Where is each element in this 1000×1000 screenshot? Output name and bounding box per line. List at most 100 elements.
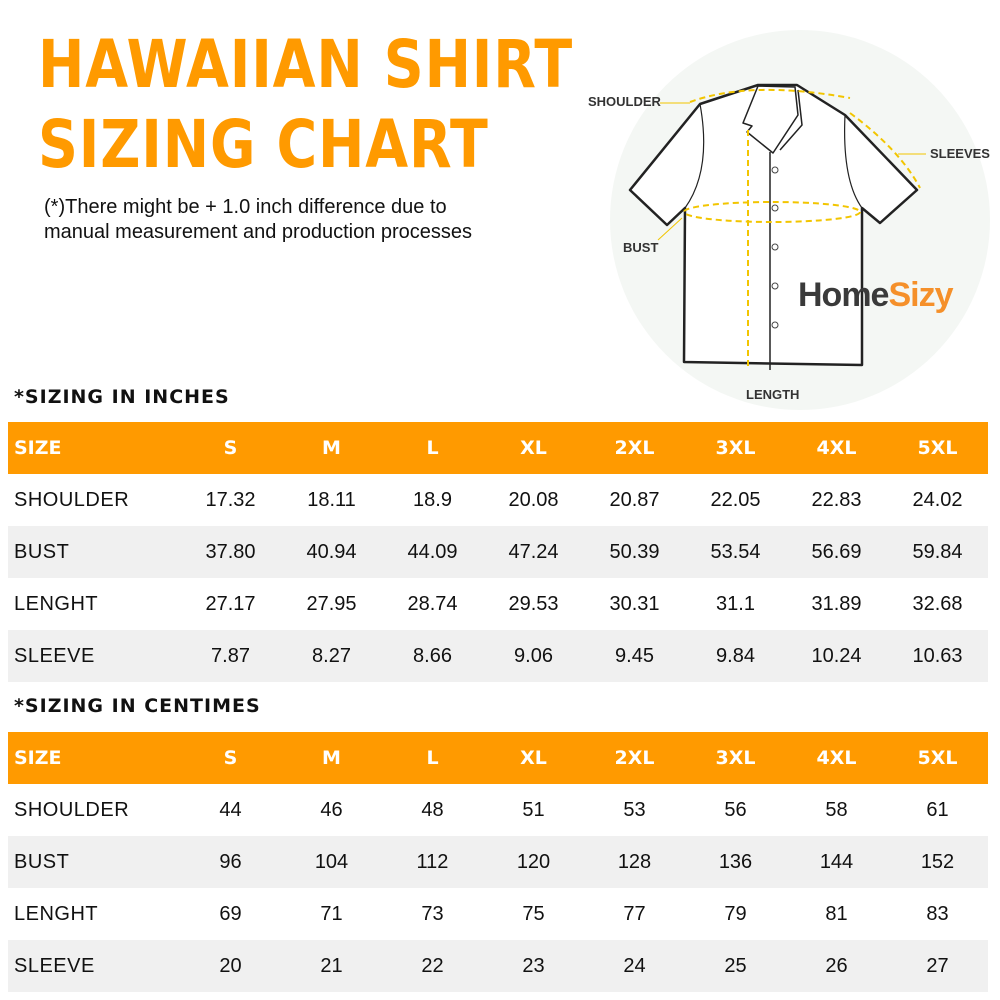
value-cell: 23 [483,940,584,992]
header-cell: L [382,732,483,784]
value-cell: 112 [382,836,483,888]
value-cell: 40.94 [281,526,382,578]
table-row: LENGHT 27.17 27.95 28.74 29.53 30.31 31.1 31.89… [8,578,988,630]
header-cell: 4XL [786,422,887,474]
value-cell: 51 [522,798,545,821]
value-cell: 22 [382,940,483,992]
header-cell: 2XL [584,422,685,474]
value-cell: 18.9 [413,488,452,511]
value-cell: 71 [320,902,343,925]
value-cell: 61 [926,798,949,821]
value-cell: 136 [685,836,786,888]
header-cell: 4XL [786,732,887,784]
value-cell: 27 [887,940,988,992]
value-cell: 58 [825,798,848,821]
value-cell: 73 [421,902,444,925]
value-cell: 18.11 [307,488,356,511]
value-cell: 31.89 [811,592,862,615]
value-cell: 20 [180,940,281,992]
value-cell: 56 [724,798,747,821]
value-cell: 81 [825,902,848,925]
note-line-1: (*)There might be + 1.0 inch difference … [44,196,447,218]
value-cell: 50.39 [584,526,685,578]
value-cell: 26 [786,940,887,992]
table-row: SHOULDER 44 46 48 51 53 56 58 61 [8,784,988,836]
header-row: SIZE S M L XL 2XL 3XL 4XL 5XL [8,422,988,474]
value-cell: 22.05 [710,488,761,511]
value-cell: 59.84 [887,526,988,578]
brand-part-2: Sizy [888,276,953,314]
value-cell: 44.09 [382,526,483,578]
measure-label: BUST [8,836,180,888]
value-cell: 44 [219,798,242,821]
title-line-2: SIZING CHART [38,106,489,183]
value-cell: 79 [724,902,747,925]
label-sleeves: SLEEVES [930,146,990,161]
value-cell: 10.63 [887,630,988,682]
note-line-2: manual measurement and production proces… [44,221,473,243]
measurement-note: (*)There might be + 1.0 inch difference … [44,195,472,245]
value-cell: 30.31 [609,592,660,615]
value-cell: 27.17 [205,592,256,615]
header-cell: 5XL [887,732,988,784]
table-row: SHOULDER 17.32 18.11 18.9 20.08 20.87 22.05 22.… [8,474,988,526]
table-row: SLEEVE 20 21 22 23 24 25 26 27 [8,940,988,992]
value-cell: 17.32 [205,488,256,511]
value-cell: 53 [623,798,646,821]
cm-heading: *SIZING IN CENTIMES [14,695,261,717]
measure-label: SHOULDER [14,488,130,511]
value-cell: 29.53 [508,592,559,615]
value-cell: 53.54 [685,526,786,578]
header-cell: XL [483,732,584,784]
value-cell: 10.24 [786,630,887,682]
label-length: LENGTH [746,387,800,402]
brand-part-1: Home [798,276,889,314]
value-cell: 28.74 [407,592,458,615]
value-cell: 31.1 [716,592,755,615]
value-cell: 75 [522,902,545,925]
value-cell: 46 [320,798,343,821]
value-cell: 20.87 [609,488,660,511]
value-cell: 9.45 [584,630,685,682]
header-cell: M [281,422,382,474]
value-cell: 77 [623,902,646,925]
header-cell: SIZE [8,422,180,474]
value-cell: 20.08 [508,488,559,511]
header-cell: L [382,422,483,474]
header-cell: 2XL [584,732,685,784]
header-cell: SIZE [8,732,180,784]
table-row: BUST 96 104 112 120 128 136 144 152 [8,836,988,888]
value-cell: 47.24 [483,526,584,578]
label-shoulder: SHOULDER [588,94,661,109]
value-cell: 144 [786,836,887,888]
value-cell: 25 [685,940,786,992]
brand-logo: HomeSizy [798,276,954,315]
value-cell: 48 [421,798,444,821]
table-row: LENGHT 69 71 73 75 77 79 81 83 [8,888,988,940]
measure-label: BUST [8,526,180,578]
measure-lines [683,88,921,370]
header-cell: M [281,732,382,784]
label-bust: BUST [623,240,659,255]
value-cell: 96 [180,836,281,888]
value-cell: 22.83 [811,488,862,511]
value-cell: 9.06 [483,630,584,682]
header-cell: 5XL [887,422,988,474]
value-cell: 83 [926,902,949,925]
header-cell: 3XL [685,422,786,474]
measure-label: SHOULDER [14,798,130,821]
value-cell: 104 [281,836,382,888]
header-cell: S [180,422,281,474]
measure-label: SLEEVE [8,940,180,992]
value-cell: 24 [584,940,685,992]
value-cell: 152 [887,836,988,888]
value-cell: 8.27 [281,630,382,682]
value-cell: 37.80 [180,526,281,578]
header-cell: 3XL [685,732,786,784]
value-cell: 21 [281,940,382,992]
shirt-diagram [610,30,990,410]
value-cell: 32.68 [912,592,963,615]
value-cell: 7.87 [180,630,281,682]
value-cell: 56.69 [786,526,887,578]
value-cell: 128 [584,836,685,888]
